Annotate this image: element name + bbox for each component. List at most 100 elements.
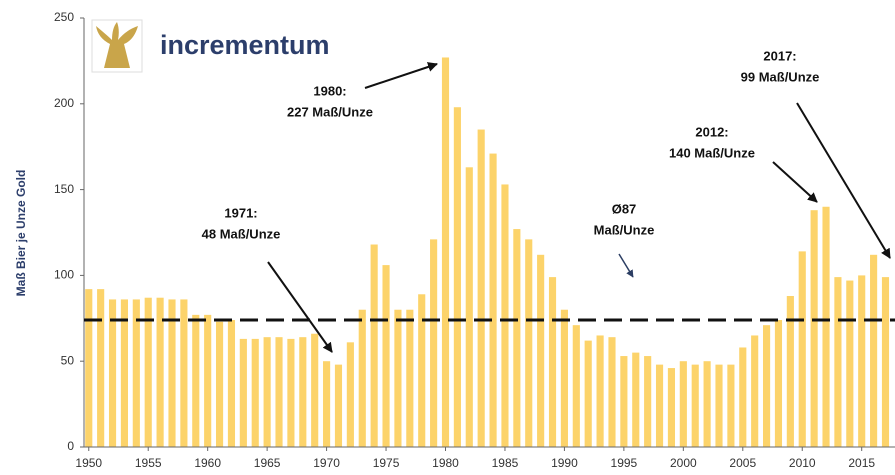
bar: [180, 299, 188, 447]
arrow: [772, 161, 818, 203]
bar: [739, 347, 747, 447]
bar: [287, 338, 295, 447]
bar: [846, 280, 854, 447]
bar: [406, 309, 414, 447]
y-tick-label: 150: [54, 182, 74, 196]
arrow: [267, 261, 333, 353]
bar: [430, 239, 438, 447]
bar: [311, 333, 319, 447]
bar: [620, 356, 628, 447]
bar: [667, 368, 676, 447]
bar: [501, 184, 509, 447]
y-tick-label: 200: [54, 96, 74, 110]
logo-tree: [96, 22, 138, 68]
bar: [358, 309, 366, 447]
bar: [465, 167, 473, 448]
bar: [382, 265, 390, 447]
annotation: 1971:: [224, 205, 257, 220]
annotation: 1980:: [313, 83, 346, 98]
bar: [263, 337, 271, 447]
bar: [97, 289, 105, 447]
y-tick-label: 50: [61, 353, 75, 367]
x-tick-label: 1955: [135, 456, 162, 470]
bar: [204, 314, 212, 447]
bar: [679, 361, 687, 447]
bar: [798, 251, 806, 447]
arrow: [364, 62, 438, 89]
bar: [644, 356, 652, 447]
bar: [513, 229, 521, 447]
bar: [810, 210, 818, 447]
annotation: 2017:: [763, 48, 796, 63]
bar: [525, 239, 533, 447]
bar: [858, 275, 866, 447]
bar: [370, 244, 378, 447]
bar: [822, 206, 830, 447]
bar: [108, 299, 117, 447]
bar: [453, 107, 461, 448]
bar: [881, 277, 890, 447]
bar: [834, 277, 842, 447]
x-tick-label: 1995: [611, 456, 638, 470]
x-tick-label: 1960: [194, 456, 221, 470]
annotation: 48 Maß/Unze: [202, 226, 281, 241]
bar: [703, 361, 711, 447]
bar: [763, 325, 771, 447]
x-tick-label: 2000: [670, 456, 697, 470]
bar: [227, 320, 236, 447]
bar: [572, 325, 580, 447]
bar: [608, 337, 616, 447]
bar: [168, 299, 176, 447]
bar: [132, 299, 140, 447]
arrows: [267, 62, 891, 353]
x-tick-label: 1985: [492, 456, 519, 470]
bar: [394, 309, 402, 447]
bar: [596, 335, 604, 447]
bar: [323, 361, 331, 447]
x-tick-label: 1950: [75, 456, 102, 470]
bar: [192, 314, 200, 447]
arrow: [618, 253, 634, 278]
logo: incrementum: [91, 19, 330, 73]
annotation: Maß/Unze: [594, 222, 655, 237]
brand: incrementum: [160, 30, 330, 60]
bar: [584, 340, 592, 447]
bar: [334, 364, 343, 447]
bar: [251, 338, 259, 447]
annotation: Ø87: [612, 201, 637, 216]
annotation: 140 Maß/Unze: [669, 145, 755, 160]
bar: [632, 352, 640, 447]
y-tick-label: 250: [54, 10, 74, 24]
bar: [346, 342, 354, 447]
x-tick-label: 1990: [551, 456, 578, 470]
bar: [727, 364, 735, 447]
bar: [537, 254, 545, 447]
bar: [751, 335, 759, 447]
annotation: 99 Maß/Unze: [741, 69, 820, 84]
y-tick-label: 0: [67, 439, 74, 453]
annotation: 2012:: [695, 124, 728, 139]
bar: [144, 297, 152, 447]
bar: [156, 297, 164, 447]
bars: [85, 57, 890, 448]
x-tick-label: 2010: [789, 456, 816, 470]
bar: [870, 254, 878, 447]
bar: [275, 337, 283, 447]
x-tick-label: 1965: [254, 456, 281, 470]
bar: [239, 338, 247, 447]
bar: [489, 153, 497, 447]
bar: [215, 321, 224, 447]
bar: [120, 299, 128, 447]
x-tick-label: 2005: [729, 456, 756, 470]
bar: [441, 57, 450, 448]
bar: [418, 294, 426, 447]
bar: [548, 277, 557, 447]
bar: [774, 320, 783, 447]
arrow: [796, 102, 891, 259]
bar: [786, 295, 794, 447]
bar: [691, 364, 699, 447]
x-tick-label: 1970: [313, 456, 340, 470]
annotation: 227 Maß/Unze: [287, 104, 373, 119]
bar: [299, 337, 307, 447]
